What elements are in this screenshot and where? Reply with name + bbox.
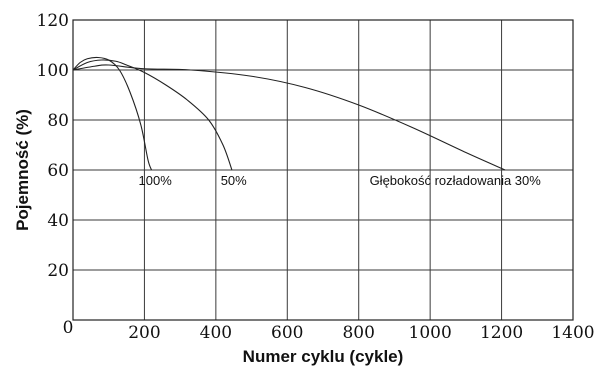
x-tick-label-1400: 1400 <box>551 323 594 343</box>
x-tick-label-400: 400 <box>200 323 232 343</box>
x-tick-label-600: 600 <box>271 323 303 343</box>
origin-tick-label: 0 <box>63 318 74 338</box>
y-tick-label-20: 20 <box>47 261 69 281</box>
annotation-layer: 100% 50% Głębokość rozładowania 30% <box>139 173 542 188</box>
series-line-1 <box>72 56 153 171</box>
y-tick-label-40: 40 <box>47 211 69 231</box>
plot-frame <box>72 19 574 321</box>
y-tick-label-100: 100 <box>37 61 69 81</box>
series-annotation-1: 100% <box>139 173 173 188</box>
x-tick-label-200: 200 <box>128 323 160 343</box>
series-layer <box>72 56 506 171</box>
series-line-2 <box>72 59 233 171</box>
x-tick-label-1200: 1200 <box>480 323 523 343</box>
series-line-3 <box>72 64 506 171</box>
x-axis-label: Numer cyklu (cykle) <box>243 347 404 366</box>
y-tick-label-60: 60 <box>47 161 69 181</box>
series-annotation-3: Głębokość rozładowania 30% <box>370 173 542 188</box>
y-tick-label-80: 80 <box>47 111 69 131</box>
x-tick-label-1000: 1000 <box>409 323 452 343</box>
x-tick-label-800: 800 <box>342 323 374 343</box>
y-tick-label-120: 120 <box>37 11 69 31</box>
series-annotation-2: 50% <box>221 173 247 188</box>
y-axis-label: Pojemność (%) <box>13 109 32 231</box>
grid-layer <box>73 20 573 320</box>
